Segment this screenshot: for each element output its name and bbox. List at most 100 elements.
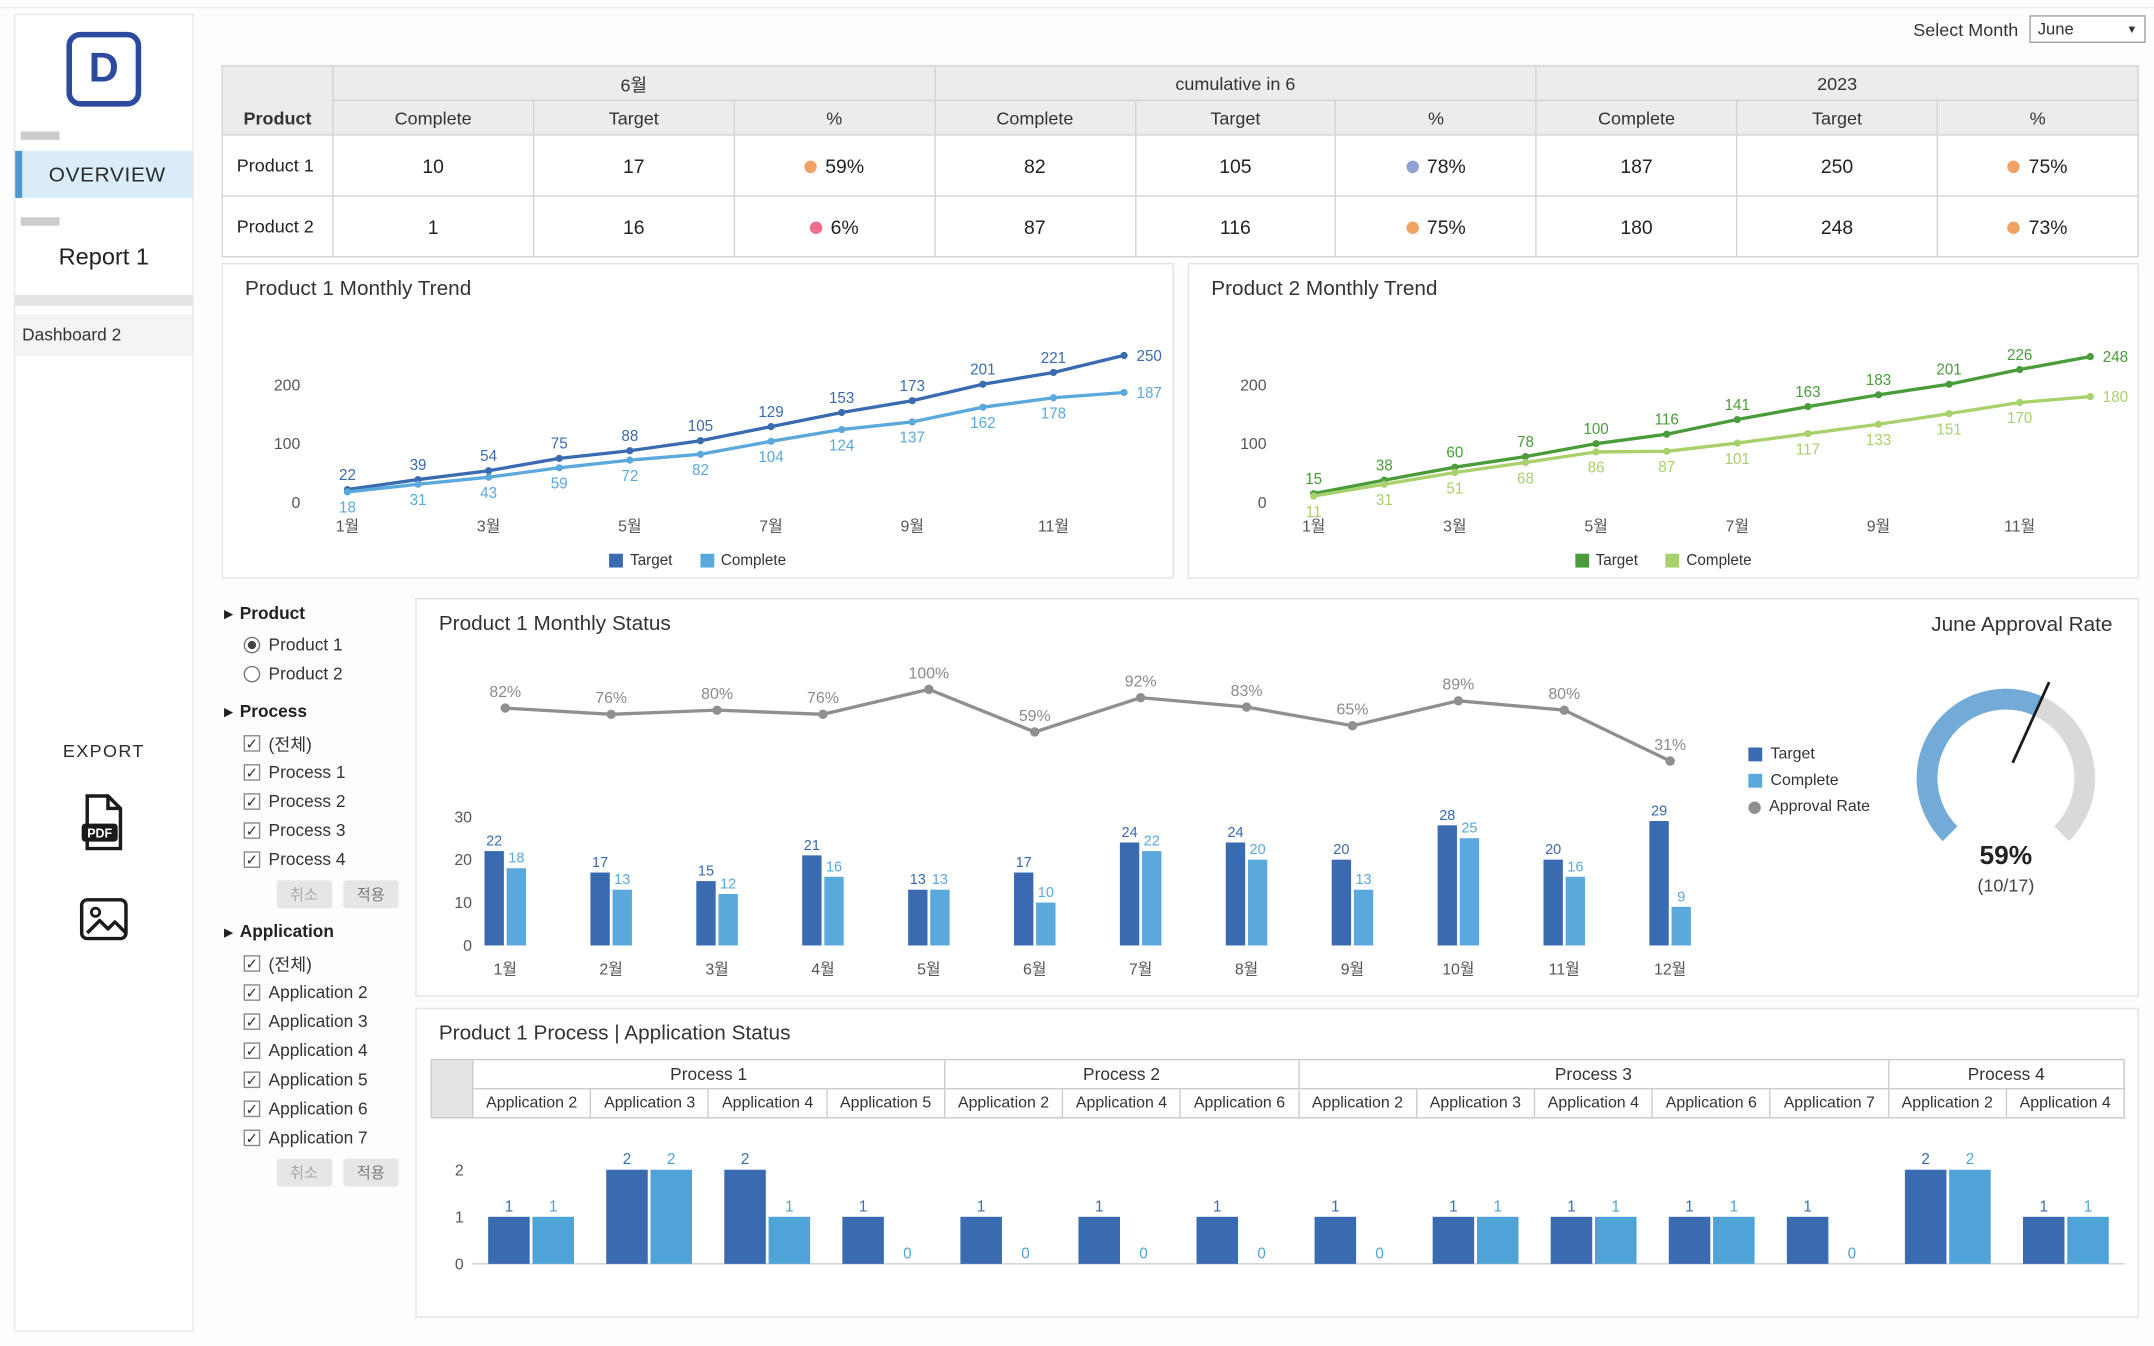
- filter-option[interactable]: ✓ Process 1: [224, 757, 409, 786]
- filter-option[interactable]: ✓ Process 4: [224, 844, 409, 873]
- filter-title-product[interactable]: ▶ Product: [224, 604, 409, 623]
- legend-label: Complete: [1770, 772, 1839, 790]
- filter-option[interactable]: ✓ Application 2: [224, 977, 409, 1006]
- checkbox[interactable]: ✓: [243, 792, 261, 811]
- checkbox[interactable]: ✓: [243, 1041, 261, 1060]
- filter-option[interactable]: ✓ Application 6: [224, 1094, 409, 1123]
- svg-text:1: 1: [1685, 1198, 1693, 1215]
- svg-text:0: 0: [1021, 1245, 1029, 1262]
- svg-text:1월: 1월: [494, 961, 517, 979]
- sidebar: D OVERVIEW Report 1 Dashboard 2 EXPORT P…: [13, 13, 194, 1332]
- svg-text:200: 200: [274, 377, 301, 394]
- series-target: 22 39 54 75 88 105 129 153 173 201 221 250: [339, 348, 1162, 494]
- svg-text:0: 0: [463, 938, 472, 955]
- filter-option[interactable]: Product 2: [224, 659, 409, 688]
- checkbox[interactable]: ✓: [243, 1128, 261, 1147]
- filter-option[interactable]: ✓ (전체): [224, 948, 409, 977]
- application-header: Application 6: [1181, 1089, 1300, 1119]
- legend-item-complete[interactable]: Complete: [1665, 552, 1752, 569]
- svg-text:80%: 80%: [1548, 686, 1580, 703]
- image-export-icon[interactable]: [15, 893, 192, 955]
- legend-item-target[interactable]: Target: [1574, 552, 1638, 569]
- svg-text:16: 16: [826, 859, 842, 875]
- svg-text:24: 24: [1122, 825, 1138, 841]
- checkbox[interactable]: ✓: [243, 821, 261, 840]
- sidebar-item-dashboard2[interactable]: Dashboard 2: [15, 314, 193, 356]
- product2-trend-chart[interactable]: 0 100 200 1월 3월 5월 7월 9월 11월 15 38 60 78 100 116 141 163…: [1189, 306, 2139, 547]
- svg-text:30: 30: [454, 809, 472, 826]
- column-group-header: 2023: [1535, 65, 2139, 102]
- svg-text:20: 20: [1250, 842, 1266, 858]
- status-dot-icon: [2007, 221, 2021, 235]
- legend-item-complete[interactable]: Complete: [1748, 772, 1870, 789]
- filter-option[interactable]: Product 1: [224, 630, 409, 659]
- svg-text:1: 1: [785, 1198, 793, 1215]
- chart-title: Product 2 Monthly Trend: [1211, 276, 1438, 301]
- product-column-header: Product: [221, 65, 334, 136]
- svg-text:28: 28: [1439, 808, 1455, 824]
- radio-button[interactable]: [243, 665, 261, 682]
- radio-button[interactable]: [243, 636, 261, 653]
- checkbox[interactable]: ✓: [243, 983, 261, 1002]
- checkbox[interactable]: ✓: [243, 734, 261, 753]
- approval-rate-gauge[interactable]: 59% (10/17): [1881, 660, 2130, 909]
- legend-item-target[interactable]: Target: [609, 552, 672, 569]
- approval-rate-line: 82% 76% 80% 76% 100% 59% 92% 83% 65% 89% 80% 31%: [489, 665, 1686, 766]
- summary-table-element: Product 6월 cumulative in 6 2023 Complete Targ…: [221, 65, 2139, 258]
- app-logo[interactable]: D: [66, 31, 142, 107]
- svg-text:226: 226: [2007, 347, 2032, 364]
- filter-option[interactable]: ✓ Process 2: [224, 786, 409, 815]
- application-header: Application 3: [591, 1089, 710, 1119]
- checkbox[interactable]: ✓: [243, 954, 261, 973]
- monthly-status-chart[interactable]: 0 10 20 30 1월 2월 3월 4월 5월 6월 7월 8월 9월 10월 11월 12월 22 18 17…: [417, 638, 1735, 987]
- filter-title-process[interactable]: ▶ Process: [224, 702, 409, 721]
- cancel-button[interactable]: 취소: [276, 880, 332, 909]
- filter-option-label: Process 1: [268, 762, 346, 782]
- checkbox[interactable]: ✓: [243, 763, 261, 782]
- svg-text:0: 0: [1258, 495, 1267, 512]
- sidebar-item-overview[interactable]: OVERVIEW: [15, 150, 193, 198]
- select-month-dropdown[interactable]: June ▼: [2029, 15, 2146, 43]
- filter-option-label: Application 7: [268, 1127, 368, 1147]
- svg-text:75: 75: [551, 436, 568, 453]
- svg-text:100: 100: [1240, 436, 1267, 453]
- svg-text:201: 201: [1936, 362, 1961, 379]
- svg-text:1: 1: [505, 1198, 513, 1215]
- filter-option[interactable]: ✓ Application 4: [224, 1035, 409, 1064]
- filter-option[interactable]: ✓ (전체): [224, 728, 409, 757]
- svg-text:0: 0: [1375, 1245, 1383, 1262]
- checkbox[interactable]: ✓: [243, 1012, 261, 1031]
- svg-text:24: 24: [1227, 825, 1243, 841]
- svg-text:20: 20: [1545, 842, 1561, 858]
- apply-button[interactable]: 적용: [342, 1158, 399, 1187]
- cancel-button[interactable]: 취소: [276, 1158, 332, 1187]
- checkbox[interactable]: ✓: [243, 850, 261, 869]
- legend-item-approval-rate[interactable]: Approval Rate: [1748, 799, 1870, 815]
- legend-item-target[interactable]: Target: [1748, 746, 1870, 763]
- column-header: %: [733, 99, 936, 136]
- svg-text:117: 117: [1796, 441, 1820, 458]
- application-header: Application 7: [1770, 1089, 1889, 1119]
- sidebar-item-report1[interactable]: Report 1: [58, 243, 149, 270]
- filter-title-application[interactable]: ▶ Application: [224, 922, 409, 941]
- filter-option[interactable]: ✓ Process 3: [224, 815, 409, 844]
- filter-option[interactable]: ✓ Application 3: [224, 1006, 409, 1035]
- checkbox[interactable]: ✓: [243, 1099, 261, 1118]
- top-divider: [0, 6, 2154, 9]
- apply-button[interactable]: 적용: [342, 880, 399, 909]
- monthly-status-card: Product 1 Monthly Status June Approval R…: [415, 598, 2139, 997]
- filter-option[interactable]: ✓ Application 5: [224, 1065, 409, 1094]
- svg-text:2: 2: [1966, 1151, 1974, 1168]
- pdf-export-icon[interactable]: PDF: [15, 790, 192, 863]
- svg-text:162: 162: [970, 415, 995, 432]
- filter-option[interactable]: ✓ Application 7: [224, 1123, 409, 1152]
- bar-group-5월: 13 13: [908, 872, 950, 946]
- svg-text:221: 221: [1041, 350, 1066, 367]
- application-header: Application 5: [827, 1089, 946, 1119]
- svg-text:2: 2: [667, 1151, 675, 1168]
- checkbox[interactable]: ✓: [243, 1070, 261, 1089]
- legend-item-complete[interactable]: Complete: [700, 552, 786, 569]
